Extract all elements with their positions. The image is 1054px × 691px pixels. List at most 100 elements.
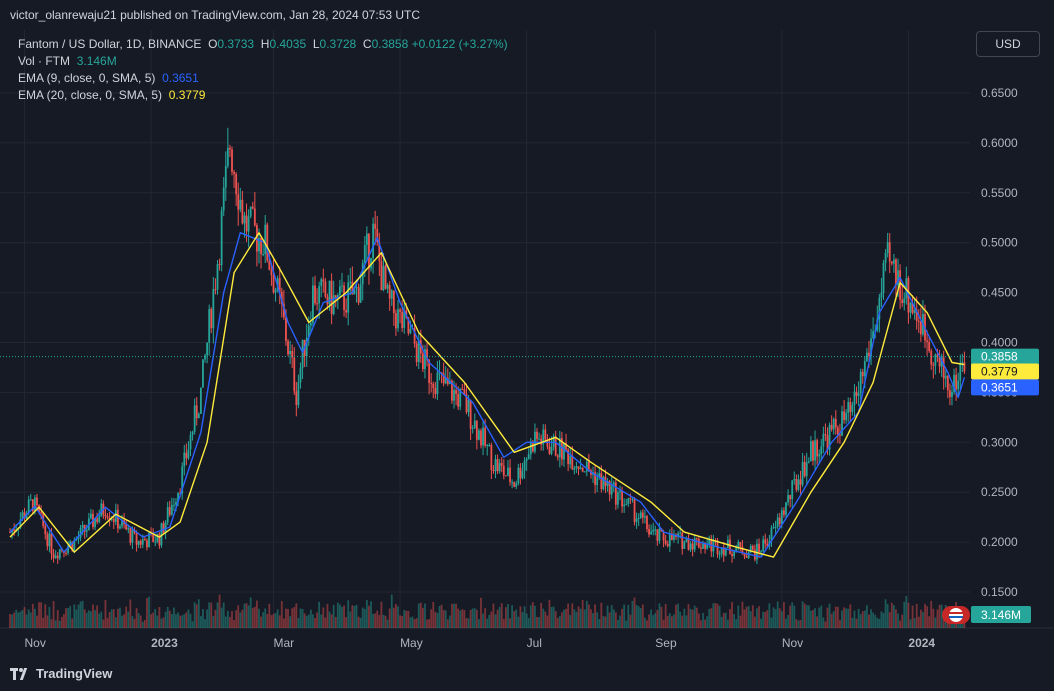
- volume-bar: [915, 603, 918, 628]
- tradingview-logo[interactable]: TradingView: [10, 666, 112, 681]
- volume-bar: [826, 607, 829, 628]
- volume-bar: [797, 620, 800, 628]
- volume-bar: [193, 602, 196, 628]
- candle-body: [299, 367, 302, 383]
- volume-bar: [583, 609, 586, 628]
- volume-bar: [50, 619, 53, 628]
- volume-bar: [695, 607, 698, 628]
- volume-bar: [357, 616, 360, 628]
- candle-body: [799, 479, 802, 485]
- candle-body: [355, 287, 358, 289]
- symbol-label[interactable]: Fantom / US Dollar, 1D, BINANCE: [18, 37, 202, 51]
- volume-bar: [567, 603, 570, 628]
- volume-bar: [413, 619, 416, 628]
- candle-body: [793, 478, 796, 481]
- volume-bar: [365, 600, 368, 628]
- ema20-value: 0.3779: [168, 88, 206, 102]
- volume-bar: [148, 596, 150, 628]
- volume-bar: [451, 603, 453, 628]
- candle-body: [455, 389, 457, 394]
- candle-body: [395, 313, 397, 329]
- candle-body: [670, 533, 673, 540]
- volume-bar: [345, 617, 348, 628]
- candle-body: [440, 372, 443, 374]
- volume-bar: [895, 609, 897, 628]
- volume-bar: [654, 613, 657, 628]
- volume-bar: [737, 605, 740, 628]
- volume-bar: [320, 614, 323, 628]
- volume-bar: [125, 606, 128, 628]
- y-tick-label: 0.4000: [981, 336, 1018, 350]
- candle-body: [905, 278, 908, 299]
- volume-bar: [199, 616, 202, 628]
- candle-body: [614, 482, 617, 505]
- volume-bar: [40, 602, 43, 628]
- candle-body: [446, 377, 449, 384]
- candle-body: [162, 523, 165, 533]
- volume-bar: [602, 616, 605, 628]
- volume-bar: [214, 609, 217, 628]
- candle-body: [262, 254, 265, 256]
- volume-bar: [104, 600, 107, 628]
- volume-bar: [600, 602, 603, 628]
- volume-bar: [216, 602, 219, 628]
- volume-bar: [226, 610, 229, 628]
- candle-body: [278, 278, 281, 292]
- volume-bar: [594, 604, 597, 628]
- candle-body: [231, 149, 233, 172]
- volume-bar: [747, 606, 750, 628]
- volume-bar: [803, 603, 806, 628]
- candle-body: [258, 238, 260, 252]
- volume-value: 3.146M: [76, 54, 117, 68]
- volume-bar: [625, 620, 628, 628]
- candle-body: [239, 199, 242, 210]
- candle-body: [189, 434, 192, 450]
- candle-body: [253, 208, 256, 226]
- volume-bar: [635, 605, 638, 628]
- volume-label[interactable]: Vol · FTM: [18, 54, 71, 68]
- candle-body: [762, 539, 765, 552]
- candle-body: [349, 281, 352, 283]
- x-tick-label: Nov: [782, 636, 803, 650]
- volume-bar: [262, 612, 265, 628]
- candle-body: [139, 540, 142, 545]
- candle-body: [961, 362, 964, 364]
- volume-bar: [457, 608, 460, 628]
- volume-bar: [851, 617, 854, 628]
- volume-bar: [123, 614, 126, 628]
- volume-bar: [716, 603, 719, 628]
- volume-bar: [191, 621, 194, 628]
- volume-bar: [498, 606, 501, 628]
- volume-bar: [650, 609, 653, 628]
- volume-bar: [175, 614, 177, 628]
- candle-body: [809, 441, 812, 462]
- candle-body: [380, 261, 383, 291]
- candle-body: [791, 480, 794, 500]
- candle-body: [372, 223, 374, 259]
- volume-bar: [415, 618, 418, 628]
- volume-bar: [146, 598, 148, 628]
- ema9-label[interactable]: EMA (9, close, 0, SMA, 5): [18, 71, 156, 85]
- volume-bar: [652, 615, 655, 628]
- volume-bar: [521, 612, 524, 628]
- volume-bar: [63, 614, 65, 628]
- candle-body: [46, 534, 49, 547]
- ema20-label[interactable]: EMA (20, close, 0, SMA, 5): [18, 88, 163, 102]
- volume-bar: [419, 602, 422, 628]
- volume-bar: [235, 610, 238, 628]
- volume-bar: [52, 601, 55, 628]
- volume-bar: [347, 600, 350, 628]
- candle-body: [56, 555, 59, 559]
- volume-bar: [544, 611, 547, 628]
- volume-bar: [85, 612, 88, 628]
- candle-body: [548, 446, 551, 454]
- volume-bar: [571, 603, 574, 628]
- volume-bar: [917, 616, 920, 628]
- volume-bar: [855, 618, 858, 628]
- candle-body: [812, 441, 814, 461]
- candle-body: [309, 322, 312, 326]
- volume-bar: [392, 607, 395, 628]
- currency-button[interactable]: USD: [976, 31, 1040, 57]
- volume-bar: [776, 601, 779, 628]
